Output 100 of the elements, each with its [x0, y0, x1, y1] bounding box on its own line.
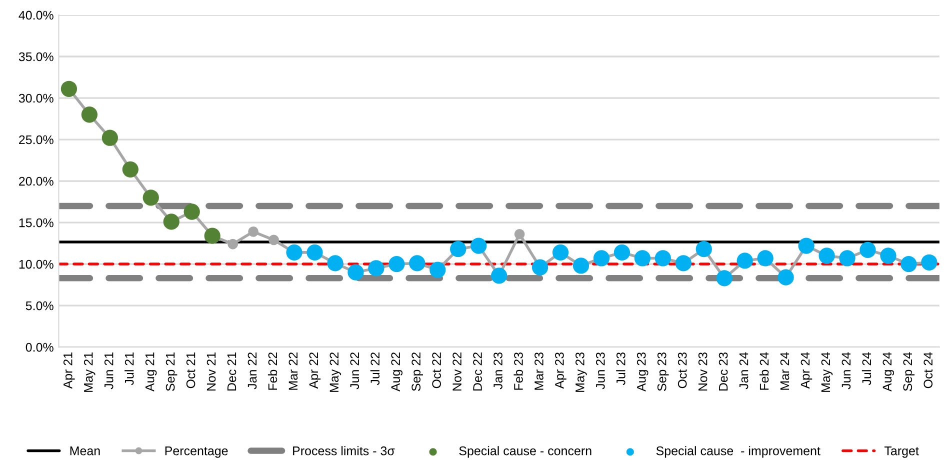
point — [921, 254, 938, 270]
x-tick-label: Aug 21 — [145, 352, 157, 392]
point — [514, 228, 525, 240]
point — [532, 259, 548, 276]
x-tick-label: Jun 24 — [842, 352, 851, 390]
x-tick-label: Apr 21 — [63, 352, 75, 389]
x-tick-label: Feb 24 — [760, 352, 769, 390]
x-tick-label: Aug 24 — [882, 352, 894, 392]
x-tick-label: Jun 22 — [350, 352, 360, 390]
point — [388, 256, 405, 272]
x-tick-label: Nov 21 — [206, 352, 216, 390]
x-tick-label: Jan 23 — [494, 352, 502, 390]
point — [163, 214, 180, 230]
point — [409, 255, 426, 272]
x-tick-label: May 24 — [821, 352, 833, 392]
point — [654, 250, 671, 266]
x-tick-label: Feb 22 — [268, 352, 278, 390]
point — [122, 161, 138, 178]
x-tick-label: Nov 23 — [698, 352, 708, 390]
point — [675, 255, 692, 272]
x-tick-label: Sep 21 — [166, 352, 178, 391]
x-tick-label: Aug 22 — [391, 352, 402, 392]
x-tick-label: Sep 22 — [412, 352, 423, 391]
point — [142, 190, 159, 206]
point — [696, 241, 712, 258]
point — [450, 241, 466, 258]
legend-label: Special cause - improvement — [656, 446, 820, 458]
point — [430, 262, 446, 278]
legend-label: Mean — [70, 446, 100, 456]
legend-label: Process limits - 3σ — [293, 446, 395, 456]
point — [634, 250, 651, 266]
point — [593, 250, 610, 266]
point — [286, 244, 302, 260]
point — [900, 256, 917, 272]
x-tick-label: Jan 22 — [248, 352, 257, 390]
x-tick-label: Mar 23 — [534, 352, 544, 390]
point — [614, 244, 630, 260]
x-tick-label: Jul 21 — [124, 352, 134, 386]
y-tick-label: 5.0% — [26, 301, 54, 310]
point — [184, 204, 200, 220]
point — [60, 80, 78, 97]
x-tick-label: May 22 — [330, 352, 342, 392]
point — [798, 238, 814, 254]
x-tick-label: May 21 — [84, 352, 96, 392]
y-tick-label: 0.0% — [26, 342, 54, 352]
point — [470, 238, 487, 254]
y-tick-label: 25.0% — [19, 135, 54, 144]
x-tick-label: Jan 24 — [739, 352, 748, 390]
point — [306, 244, 323, 260]
x-tick-label: Nov 22 — [452, 352, 462, 390]
y-tick-label: 20.0% — [19, 176, 54, 186]
point — [757, 250, 774, 266]
legend-label: Special cause - concern — [459, 446, 592, 458]
y-tick-label: 10.0% — [19, 260, 54, 269]
x-tick-label: Mar 22 — [288, 352, 298, 390]
point — [778, 269, 794, 286]
x-tick-label: Jul 22 — [370, 352, 380, 386]
point — [248, 226, 258, 237]
x-tick-label: Oct 23 — [678, 352, 687, 388]
point — [327, 255, 344, 272]
x-tick-label: Sep 23 — [657, 352, 669, 391]
x-tick-label: Oct 21 — [186, 352, 196, 388]
y-tick-label: 35.0% — [18, 52, 54, 62]
point — [228, 238, 238, 250]
point — [204, 228, 220, 244]
x-tick-label: May 23 — [576, 352, 587, 392]
x-tick-label: Oct 22 — [432, 352, 441, 388]
y-tick-label: 15.0% — [19, 218, 54, 228]
point — [860, 242, 876, 258]
x-tick-label: Jul 24 — [862, 352, 872, 386]
point — [736, 252, 753, 269]
point — [491, 268, 508, 284]
point — [102, 130, 118, 146]
x-tick-label: Apr 24 — [800, 352, 812, 389]
x-tick-label: Dec 22 — [473, 352, 482, 390]
x-tick-label: Feb 23 — [514, 352, 523, 390]
x-tick-label: Apr 22 — [309, 352, 321, 389]
legend-label: Percentage — [165, 446, 228, 458]
x-tick-label: Aug 23 — [636, 352, 648, 392]
x-tick-label: Dec 23 — [718, 352, 728, 390]
x-tick-label: Sep 24 — [903, 352, 915, 391]
x-tick-label: Oct 24 — [924, 352, 933, 388]
point — [552, 244, 569, 260]
x-tick-label: Mar 24 — [780, 352, 790, 390]
x-tick-label: Apr 23 — [555, 352, 566, 389]
y-tick-label: 40.0% — [18, 10, 54, 20]
point — [81, 106, 98, 123]
point — [839, 250, 856, 266]
point — [572, 258, 590, 274]
x-tick-label: Dec 21 — [227, 352, 236, 390]
point — [348, 264, 364, 280]
x-tick-label: Jul 23 — [616, 352, 626, 386]
x-tick-label: Jun 21 — [104, 352, 114, 390]
point — [368, 260, 384, 276]
point — [268, 234, 279, 246]
point — [880, 248, 896, 264]
x-tick-label: Jun 23 — [596, 352, 605, 390]
legend-label: Target — [884, 446, 919, 458]
y-tick-label: 30.0% — [18, 94, 54, 103]
point — [818, 248, 835, 264]
